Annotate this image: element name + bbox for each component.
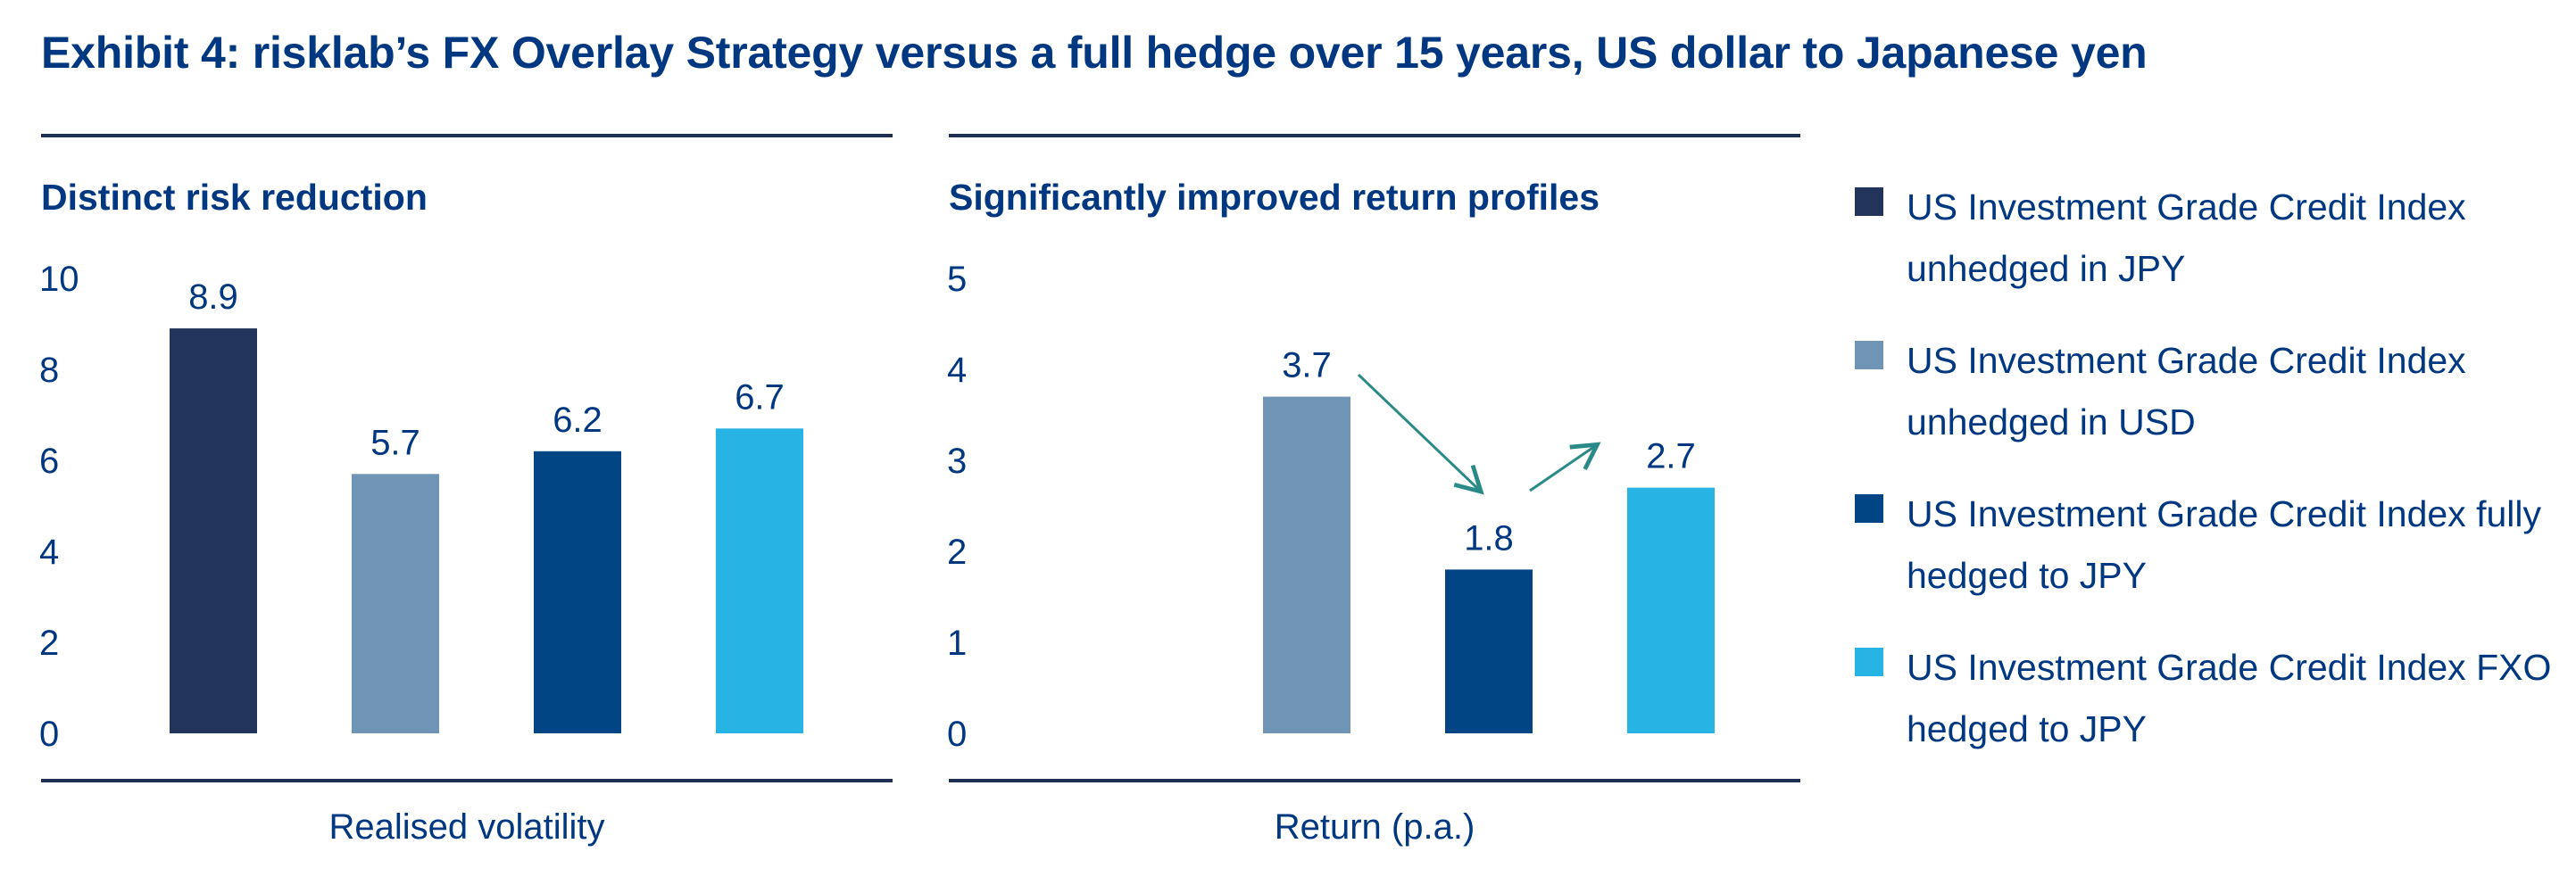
y-tick-label: 2 (947, 533, 967, 572)
data-label: 8.9 (188, 277, 238, 317)
left-x-axis-label: Realised volatility (328, 807, 605, 847)
bar (716, 428, 803, 733)
y-tick-label: 5 (947, 260, 967, 299)
bar (1627, 487, 1715, 733)
bar (1445, 569, 1533, 733)
bar (170, 328, 257, 733)
y-tick-label: 8 (39, 351, 59, 390)
data-label: 2.7 (1646, 437, 1696, 476)
bar (352, 474, 439, 733)
left-top-rule (41, 134, 893, 137)
decrease-arrow (1357, 373, 1484, 495)
chart-title: Exhibit 4: risklab’s FX Overlay Strategy… (41, 28, 2148, 78)
y-tick-label: 2 (39, 624, 59, 663)
right-bottom-rule (949, 779, 1800, 782)
left-chart-subtitle: Distinct risk reduction (41, 177, 428, 218)
data-label: 6.7 (735, 377, 785, 417)
bar (534, 451, 621, 733)
y-tick-label: 10 (39, 260, 79, 299)
right-chart-subtitle: Significantly improved return profiles (949, 177, 1600, 218)
legend-label: US Investment Grade Credit Index unhedge… (1907, 340, 2466, 442)
legend-label: US Investment Grade Credit Index unhedge… (1907, 186, 2466, 289)
left-bottom-rule (41, 779, 893, 782)
legend-swatch (1855, 494, 1883, 523)
legend-label: US Investment Grade Credit Index fully h… (1907, 493, 2541, 596)
y-tick-label: 0 (39, 715, 59, 754)
y-tick-label: 4 (39, 533, 59, 572)
legend-label: US Investment Grade Credit Index FXO hed… (1907, 647, 2552, 749)
legend-swatch (1855, 648, 1883, 676)
right-x-axis-label: Return (p.a.) (1274, 807, 1475, 847)
return-bar-chart: 0 1 2 3 4 5 3.7 1.8 2.7 (947, 260, 1715, 754)
data-label: 1.8 (1464, 518, 1514, 558)
y-tick-label: 3 (947, 442, 967, 481)
volatility-bar-chart: 0 2 4 6 8 10 8.9 5.7 6.2 6.7 (39, 260, 803, 754)
increase-arrow (1529, 442, 1601, 492)
y-tick-label: 4 (947, 351, 967, 390)
y-tick-label: 1 (947, 624, 967, 663)
data-label: 3.7 (1282, 346, 1332, 385)
y-tick-label: 0 (947, 715, 967, 754)
y-tick-label: 6 (39, 442, 59, 481)
right-top-rule (949, 134, 1800, 137)
legend-swatch (1855, 341, 1883, 369)
data-label: 6.2 (553, 401, 602, 440)
bar (1263, 396, 1350, 733)
data-label: 5.7 (370, 423, 420, 462)
legend-swatch (1855, 187, 1883, 216)
